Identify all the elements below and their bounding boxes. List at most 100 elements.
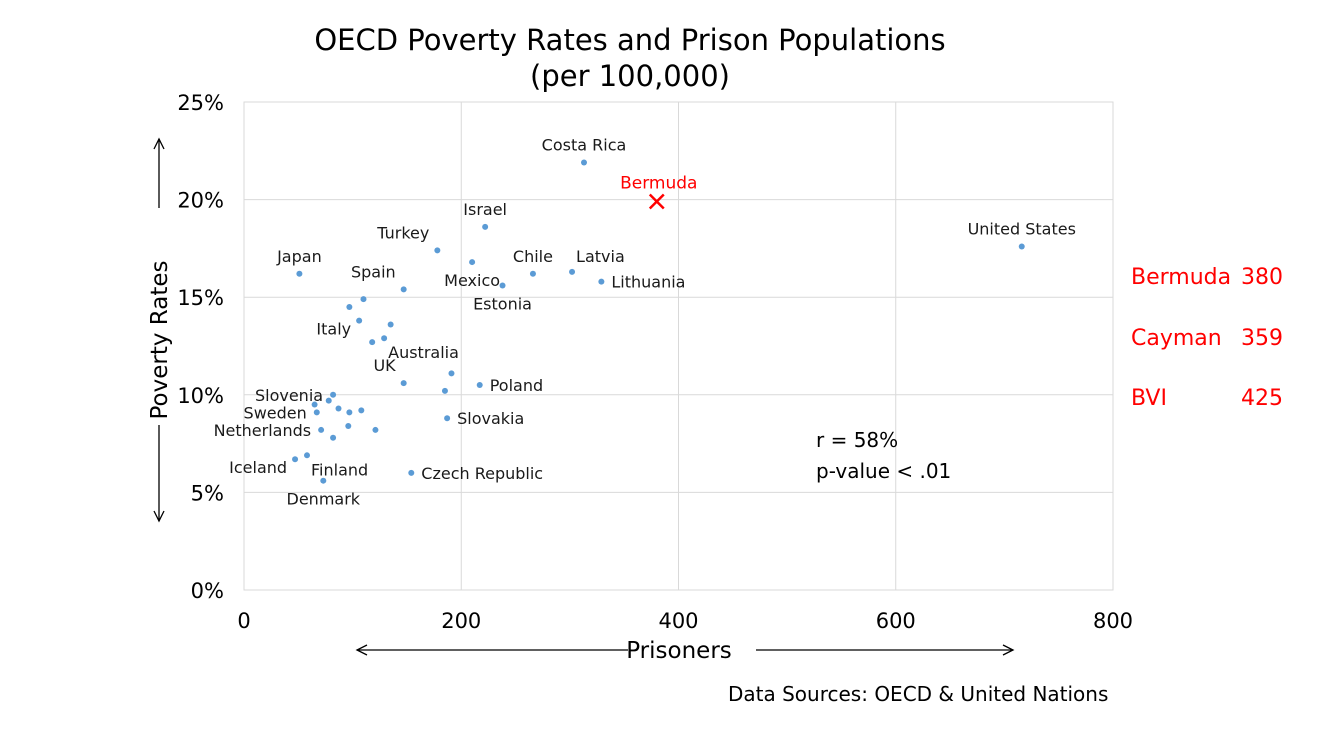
point-label: Czech Republic — [421, 464, 543, 483]
point-label: Estonia — [473, 294, 532, 313]
y-tick-label: 10% — [177, 384, 224, 408]
data-point — [330, 391, 337, 398]
data-point — [346, 409, 353, 416]
axis-label-layer: Prisoners Poverty Rates — [147, 137, 1015, 664]
data-point — [381, 335, 388, 342]
highlight-x-stroke — [648, 193, 665, 210]
data-point — [400, 380, 407, 387]
y-tick-label: 0% — [191, 579, 224, 603]
chart-subtitle-line: (per 100,000) — [530, 59, 730, 93]
x-tick-label: 600 — [876, 609, 916, 633]
point-label: Lithuania — [611, 273, 685, 292]
x-arrowhead-left — [355, 644, 368, 656]
data-point — [369, 339, 376, 346]
point-label: United States — [968, 219, 1076, 238]
data-point — [387, 321, 394, 328]
data-point — [292, 456, 299, 463]
data-point — [469, 259, 476, 266]
point-label: Finland — [311, 460, 368, 479]
highlight-marker — [648, 193, 665, 210]
point-label: Slovenia — [255, 386, 323, 405]
side-note-value: 380 — [1241, 265, 1283, 290]
point-label: Latvia — [576, 247, 625, 266]
data-point — [345, 423, 352, 430]
side-note-name: Cayman — [1131, 326, 1222, 351]
label-layer: Costa Rica Israel Turkey Japan Mexico Chile La… — [214, 136, 1076, 509]
point-label: Israel — [463, 200, 507, 219]
data-point — [1018, 243, 1025, 250]
data-point — [330, 434, 337, 441]
point-label: UK — [373, 356, 396, 375]
side-note-value: 425 — [1241, 386, 1283, 411]
y-tick-label: 15% — [177, 286, 224, 310]
data-point — [358, 407, 365, 414]
y-axis-label: Poverty Rates — [147, 260, 173, 419]
point-label: Italy — [316, 320, 351, 339]
data-point — [325, 397, 332, 404]
data-point — [372, 426, 379, 433]
point-label: Denmark — [287, 490, 361, 509]
side-note-value: 359 — [1241, 326, 1283, 351]
data-point — [569, 268, 576, 275]
point-label: Poland — [490, 376, 543, 395]
data-point — [529, 270, 536, 277]
y-tick-label: 20% — [177, 189, 224, 213]
point-label: Sweden — [244, 403, 307, 422]
x-tick-label: 0 — [237, 609, 250, 633]
side-note-name: BVI — [1131, 386, 1167, 411]
x-tick-label: 200 — [441, 609, 481, 633]
data-point — [346, 303, 353, 310]
data-point — [335, 405, 342, 412]
data-point — [311, 401, 318, 408]
data-point — [482, 223, 489, 230]
data-point — [476, 382, 483, 389]
data-point — [580, 159, 587, 166]
chart-title-line: OECD Poverty Rates and Prison Population… — [314, 23, 946, 57]
data-point — [304, 452, 311, 459]
x-arrowhead-right — [1002, 644, 1015, 656]
data-point — [448, 370, 455, 377]
data-point — [360, 296, 367, 303]
data-point — [313, 409, 320, 416]
stat-p-value: p-value < .01 — [816, 459, 952, 483]
side-note-bvi: BVI 425 — [1131, 386, 1283, 411]
x-tick-label: 400 — [658, 609, 698, 633]
source-note: Data Sources: OECD & United Nations — [728, 682, 1109, 706]
y-tick-label: 25% — [177, 91, 224, 115]
data-point — [598, 278, 605, 285]
data-point — [434, 247, 441, 254]
point-label: Mexico — [444, 271, 500, 290]
point-label: Australia — [388, 343, 459, 362]
point-label: Chile — [513, 247, 553, 266]
chart-title: OECD Poverty Rates and Prison Population… — [240, 22, 1020, 94]
point-label: Iceland — [229, 458, 287, 477]
data-point — [444, 415, 451, 422]
grid-layer — [243, 101, 1114, 591]
data-point — [408, 469, 415, 476]
y-arrowhead-top — [153, 137, 165, 150]
highlight-label: Bermuda — [620, 174, 697, 194]
x-axis-label: Prisoners — [626, 638, 732, 664]
point-layer — [292, 159, 1025, 484]
side-note-bermuda: Bermuda 380 — [1131, 265, 1283, 290]
data-point — [441, 387, 448, 394]
side-note-name: Bermuda — [1131, 265, 1232, 290]
point-label: Costa Rica — [542, 136, 627, 155]
side-note-cayman: Cayman 359 — [1131, 326, 1283, 351]
point-label: Spain — [351, 262, 396, 281]
data-point — [296, 270, 303, 277]
stat-r-value: r = 58% — [816, 428, 899, 452]
y-tick-label: 5% — [191, 481, 224, 505]
point-label: Japan — [276, 247, 322, 266]
data-point — [356, 317, 363, 324]
data-point — [400, 286, 407, 293]
x-tick-label: 800 — [1093, 609, 1133, 633]
point-label: Netherlands — [214, 421, 312, 440]
point-label: Slovakia — [457, 409, 524, 428]
data-point — [318, 426, 325, 433]
data-point — [499, 282, 506, 289]
tick-layer: 0% 5% 10% 15% 20% 25% 0 200 400 600 800 — [177, 91, 1133, 633]
point-label: Turkey — [376, 223, 429, 242]
data-point — [320, 477, 327, 484]
